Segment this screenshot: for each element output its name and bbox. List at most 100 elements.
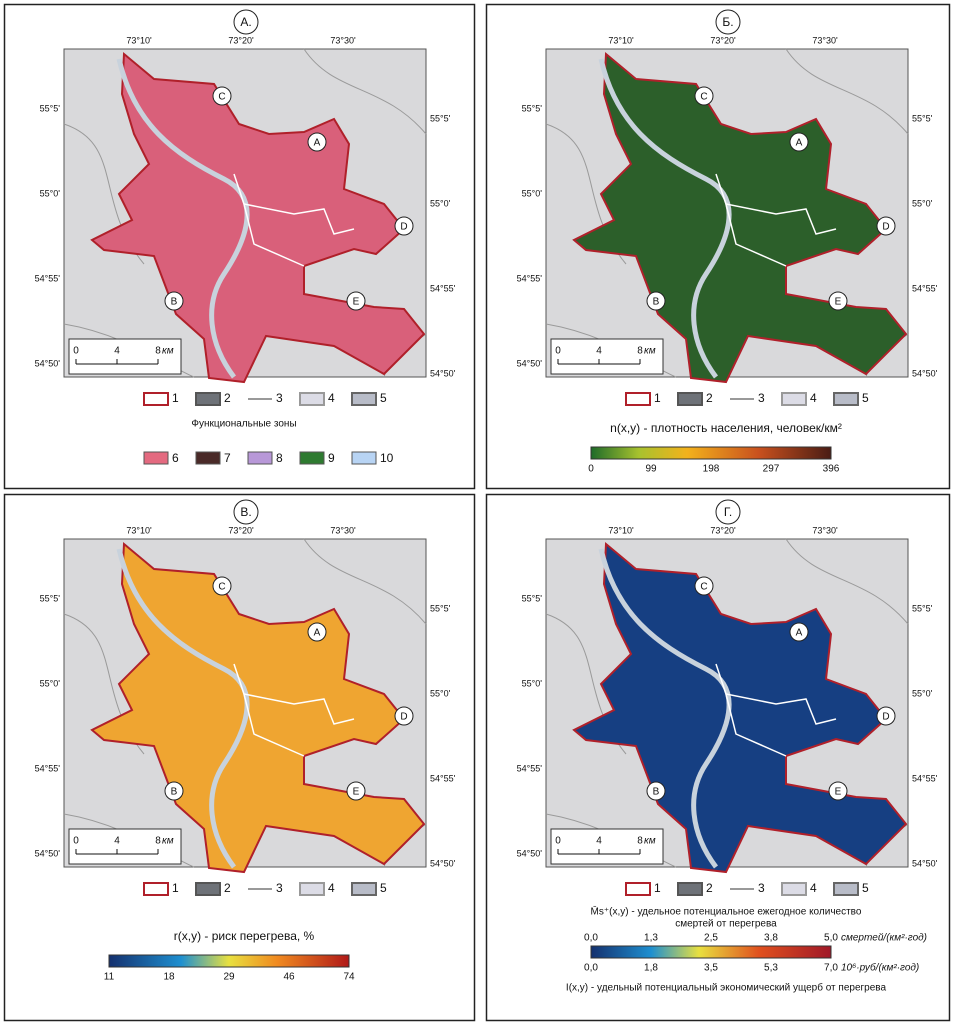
panel-letter-circle: [715, 9, 741, 35]
lat-label: 54°55': [517, 273, 543, 283]
site-label: E: [835, 787, 842, 798]
legend-label: 3: [276, 881, 283, 895]
colorbar-tick: 396: [823, 464, 840, 475]
lat-label: 55°0': [430, 198, 451, 208]
scale-bar: [557, 359, 641, 365]
river: [598, 548, 732, 869]
scale-bar-box: [550, 828, 664, 865]
scale-unit: смертей/(км²·год): [841, 933, 927, 944]
site-marker: [212, 576, 232, 596]
site-marker: [876, 216, 896, 236]
site-label: B: [653, 297, 660, 308]
scale-label: 4: [114, 836, 120, 847]
lat-label: 54°55': [517, 763, 543, 773]
map-roads: [63, 538, 427, 868]
zone-label: 10: [380, 451, 394, 465]
site-marker: [307, 132, 327, 152]
lat-label: 54°55': [912, 773, 938, 783]
district-borders: [715, 663, 837, 757]
site-marker: [646, 291, 666, 311]
legend-swatch: [833, 392, 859, 406]
site-marker: [394, 216, 414, 236]
zone-swatch: [351, 451, 377, 465]
site-label: A: [796, 628, 803, 639]
map-roads: [545, 48, 909, 378]
legend-label: 4: [328, 391, 335, 405]
scale-label: 0: [73, 346, 79, 357]
legend-swatch: [143, 882, 169, 896]
scale-title: M̄s⁺(x,y) - удельное потенциальное ежего…: [591, 905, 862, 918]
river: [116, 58, 250, 379]
lat-label: 55°5': [912, 113, 933, 123]
scale-bar-box: [550, 338, 664, 375]
district-borders: [233, 173, 355, 267]
lon-label: 73°10': [608, 35, 634, 45]
legend-label: 2: [224, 391, 231, 405]
legend-label: 2: [706, 391, 713, 405]
legend-swatch: [143, 392, 169, 406]
scale-unit: км: [644, 836, 656, 847]
site-label: C: [218, 582, 225, 593]
scale-unit: км: [644, 346, 656, 357]
scale-title: смертей от перегрева: [675, 919, 777, 930]
panel-letter: Б.: [722, 15, 733, 29]
lat-label: 55°0': [912, 198, 933, 208]
lat-label: 55°0': [522, 188, 543, 198]
site-marker: [212, 86, 232, 106]
colorbar-tick: 0: [588, 464, 594, 475]
panel-letter-circle: [233, 499, 259, 525]
lat-label: 55°5': [430, 603, 451, 613]
lon-label: 73°20': [710, 525, 736, 535]
colorbar-tick: 1,3: [644, 933, 658, 944]
lat-label: 54°55': [430, 773, 456, 783]
colorbar-tick: 2,5: [704, 933, 718, 944]
scale-label: 4: [114, 346, 120, 357]
map-panel: В. 73°10' 73°20' 73°30' 55°5' 55°0' 54°55' 54°5…: [3, 493, 476, 1022]
legend-swatch: [781, 882, 807, 896]
site-marker: [164, 781, 184, 801]
panel-letter: А.: [240, 15, 251, 29]
site-label: B: [653, 787, 660, 798]
lat-label: 55°0': [522, 678, 543, 688]
legend-swatch: [299, 392, 325, 406]
scale-bar: [557, 849, 641, 855]
zone-swatch: [143, 451, 169, 465]
site-label: E: [353, 787, 360, 798]
lat-label: 55°5': [522, 103, 543, 113]
colorbar-tick: 7,0: [824, 963, 838, 974]
zone-label: 6: [172, 451, 179, 465]
scale-title: r(x,y) - риск перегрева, %: [174, 929, 315, 943]
site-label: A: [796, 138, 803, 149]
site-marker: [789, 132, 809, 152]
river: [598, 58, 732, 379]
lat-label: 55°5': [912, 603, 933, 613]
lat-label: 55°5': [40, 593, 61, 603]
colorbar-tick: 3,8: [764, 933, 778, 944]
colorbar-tick: 29: [223, 972, 235, 983]
lon-label: 73°30': [812, 525, 838, 535]
site-label: D: [400, 712, 407, 723]
legend-swatch: [833, 882, 859, 896]
legend-label: 3: [758, 391, 765, 405]
site-marker: [346, 781, 366, 801]
lon-label: 73°10': [126, 35, 152, 45]
lat-label: 54°50': [912, 368, 938, 378]
site-label: C: [700, 582, 707, 593]
scale-label: 8: [637, 346, 643, 357]
lat-label: 55°5': [522, 593, 543, 603]
lat-label: 54°50': [35, 358, 61, 368]
lat-label: 54°50': [517, 848, 543, 858]
scale-bar: [75, 359, 159, 365]
legend-swatch: [351, 882, 377, 896]
map-panel: Г. 73°10' 73°20' 73°30' 55°5' 55°0' 54°55' 54°5…: [485, 493, 951, 1022]
legend-label: 3: [276, 391, 283, 405]
lat-label: 55°0': [40, 188, 61, 198]
zone-swatch: [195, 451, 221, 465]
lat-label: 55°5': [430, 113, 451, 123]
legend-label: 4: [328, 881, 335, 895]
lat-label: 54°55': [912, 283, 938, 293]
lon-label: 73°30': [330, 525, 356, 535]
colorbar: [590, 446, 832, 460]
panel-frame: [3, 3, 476, 490]
site-label: A: [314, 628, 321, 639]
